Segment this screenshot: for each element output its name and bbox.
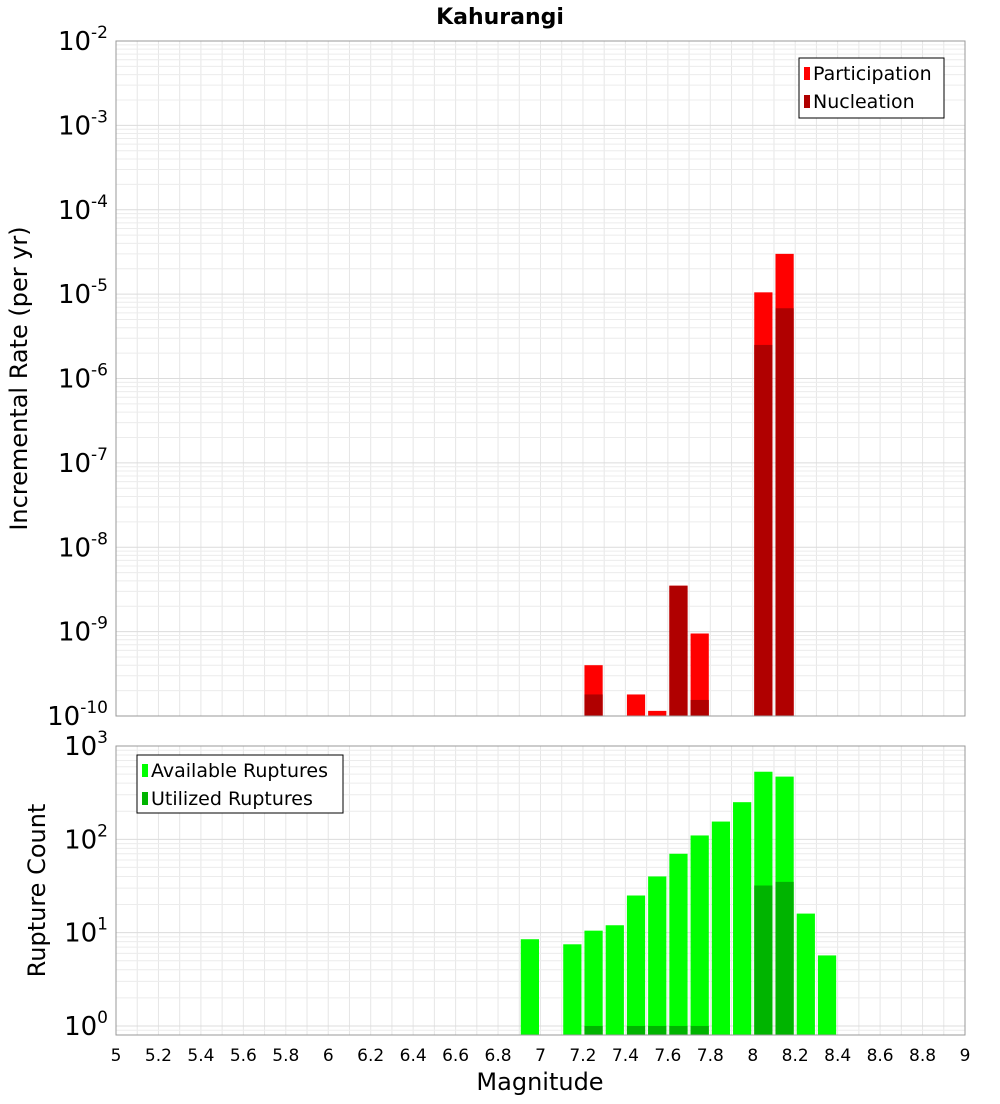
available-ruptures-bar [796, 913, 815, 1035]
x-tick-label: 8.4 [824, 1046, 851, 1066]
x-tick-label: 8.6 [867, 1046, 894, 1066]
nucleation-legend-swatch [804, 95, 810, 108]
x-tick-label: 5.8 [272, 1046, 299, 1066]
available-ruptures-bar [563, 944, 582, 1035]
top-panel: 10-10 10-9 10-8 10-7 10-6 10-5 10-4 10-3 10-2 [47, 23, 966, 732]
utilized-ruptures-legend-label: Utilized Ruptures [151, 788, 313, 810]
top-y-tick-label: 10-7 [58, 445, 108, 479]
x-tick-label: 5.2 [145, 1046, 172, 1066]
x-tick-label: 7.4 [612, 1046, 639, 1066]
nucleation-bar [775, 308, 794, 716]
x-tick-label: 6.6 [442, 1046, 469, 1066]
utilized-ruptures-bar [754, 885, 773, 1035]
available-ruptures-bar [711, 821, 731, 1035]
bottom-y-tick-label: 100 [64, 1008, 108, 1042]
available-ruptures-bar [648, 876, 667, 1035]
participation-legend-label: Participation [813, 63, 932, 85]
x-tick-label: 8 [747, 1046, 758, 1066]
x-tick-label: 8.8 [909, 1046, 936, 1066]
top-y-tick-label: 10-10 [47, 698, 108, 732]
bottom-y-tick-label: 101 [64, 915, 108, 949]
bottom-y-axis-label: Rupture Count [23, 804, 51, 978]
nucleation-legend-label: Nucleation [813, 91, 915, 113]
participation-bar [648, 710, 667, 716]
nucleation-bar [690, 699, 709, 716]
nucleation-bar [754, 344, 773, 716]
top-legend-box [798, 57, 945, 119]
bottom-y-tick-label: 102 [64, 821, 108, 855]
available-ruptures-bar [690, 835, 709, 1035]
utilized-ruptures-legend-swatch [142, 792, 148, 805]
top-y-tick-label: 10-2 [58, 23, 108, 57]
top-y-tick-label: 10-3 [58, 107, 108, 141]
utilized-ruptures-bar [690, 1025, 709, 1035]
x-tick-label: 6.8 [485, 1046, 512, 1066]
available-ruptures-bar [605, 925, 624, 1035]
top-y-tick-label: 10-9 [58, 614, 108, 648]
x-tick-label: 7 [535, 1046, 546, 1066]
participation-legend-swatch [804, 67, 810, 80]
x-tick-label: 5.4 [187, 1046, 214, 1066]
top-legend: Participation Nucleation [798, 57, 945, 119]
utilized-ruptures-bar [648, 1025, 667, 1035]
bottom-legend: Available Ruptures Utilized Ruptures [136, 754, 344, 814]
available-ruptures-bar [669, 853, 688, 1035]
x-tick-label: 6.2 [357, 1046, 384, 1066]
x-tick-label: 5.6 [230, 1046, 257, 1066]
x-tick-label: 7.6 [654, 1046, 681, 1066]
utilized-ruptures-bar [584, 1025, 603, 1035]
top-plot-frame [115, 40, 966, 717]
bottom-plot-frame [115, 745, 966, 1036]
x-tick-label: 9 [960, 1046, 971, 1066]
utilized-ruptures-bar [669, 1025, 688, 1035]
available-ruptures-bar [520, 939, 539, 1035]
utilized-ruptures-bar [626, 1025, 646, 1035]
top-y-tick-label: 10-6 [58, 361, 108, 395]
bottom-y-tick-label: 103 [64, 728, 108, 762]
x-tick-label: 5 [111, 1046, 122, 1066]
x-tick-label: 7.2 [569, 1046, 596, 1066]
available-ruptures-bar [626, 895, 646, 1035]
top-y-tick-label: 10-4 [58, 192, 108, 226]
participation-bar [626, 694, 646, 716]
x-tick-label: 6.4 [400, 1046, 427, 1066]
x-tick-label: 6 [323, 1046, 334, 1066]
participation-bar [690, 633, 709, 716]
available-ruptures-legend-label: Available Ruptures [151, 760, 328, 782]
top-y-tick-label: 10-8 [58, 529, 108, 563]
top-y-tick-label: 10-5 [58, 276, 108, 310]
chart-title: Kahurangi [436, 5, 564, 30]
available-ruptures-legend-swatch [142, 764, 148, 777]
available-ruptures-bar [584, 930, 603, 1035]
nucleation-bar [584, 694, 603, 716]
nucleation-bar [669, 585, 688, 716]
x-axis-label: Magnitude [476, 1068, 603, 1096]
available-ruptures-bar [817, 955, 837, 1035]
x-tick-label: 8.2 [782, 1046, 809, 1066]
available-ruptures-bar [733, 802, 752, 1035]
x-tick-label: 7.8 [697, 1046, 724, 1066]
bottom-legend-box [136, 754, 344, 814]
utilized-ruptures-bar [775, 881, 794, 1035]
top-y-axis-label: Incremental Rate (per yr) [5, 226, 33, 530]
